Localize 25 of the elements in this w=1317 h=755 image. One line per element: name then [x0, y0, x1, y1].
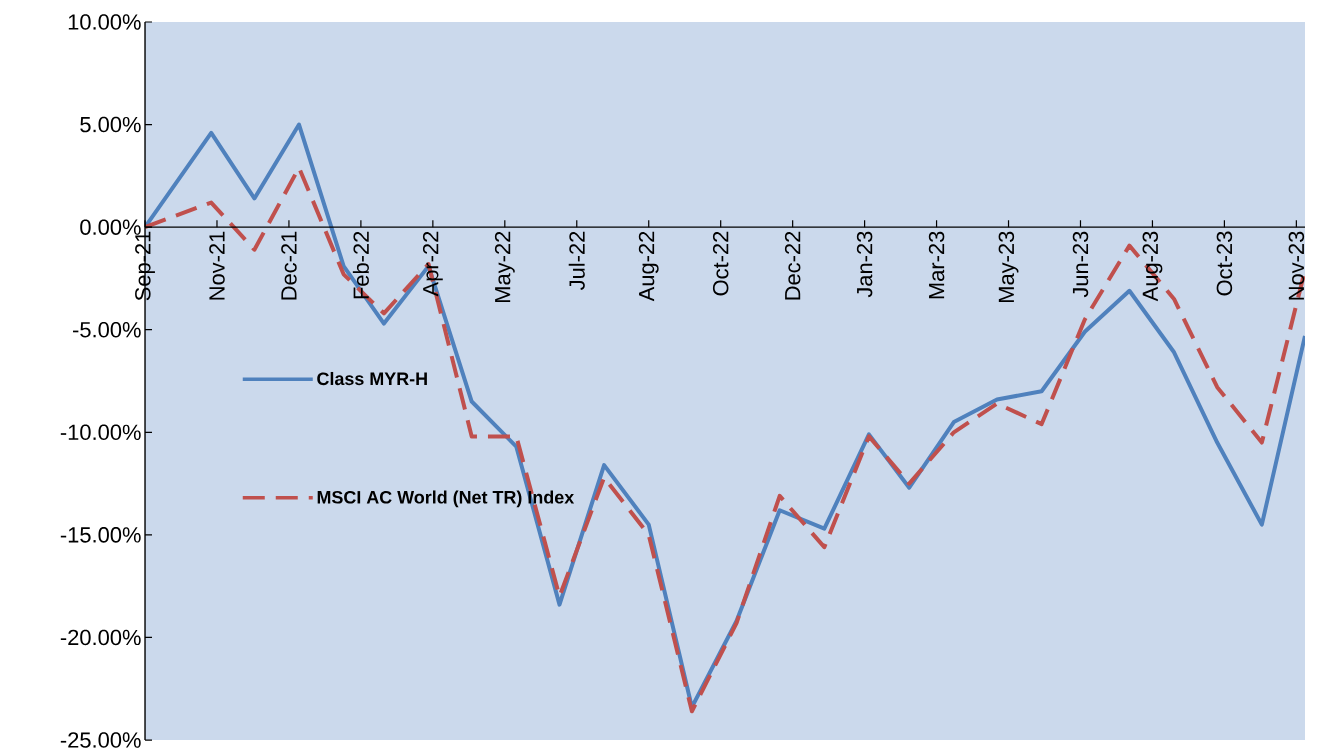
x-tick-label: Jun-23 — [1072, 231, 1089, 298]
x-tick-label: May-22 — [494, 231, 515, 302]
x-tick-label: Oct-23 — [1216, 231, 1233, 296]
x-tick-label: Oct-22 — [712, 231, 729, 296]
y-tick-label: -5.00% — [73, 321, 141, 338]
y-tick-label: -10.00% — [60, 424, 141, 441]
x-tick-label: Aug-22 — [638, 231, 659, 302]
y-tick-label: -20.00% — [60, 629, 141, 646]
y-tick-label: 5.00% — [80, 116, 141, 133]
x-tick-label: Jan-23 — [856, 231, 873, 298]
x-tick-label: Nov-23 — [1288, 231, 1305, 300]
y-tick-label: -25.00% — [60, 732, 141, 748]
x-tick-label: Dec-22 — [784, 231, 801, 300]
x-tick-label: Apr-22 — [422, 231, 443, 297]
legend-label: Class MYR-H — [317, 371, 427, 386]
x-tick-label: Feb-22 — [352, 231, 369, 299]
y-tick-label: -15.00% — [60, 527, 141, 543]
x-tick-label: May-23 — [998, 231, 1019, 302]
x-tick-label: Dec-21 — [281, 231, 297, 300]
x-tick-label: Jul-22 — [568, 231, 585, 291]
x-tick-label: Mar-23 — [928, 231, 945, 299]
legend-label: MSCI AC World (Net TR) Index — [317, 490, 575, 508]
y-tick-label: 10.00% — [68, 14, 141, 30]
x-tick-label: Nov-21 — [209, 231, 225, 300]
x-tick-label: Aug-23 — [1142, 231, 1163, 302]
